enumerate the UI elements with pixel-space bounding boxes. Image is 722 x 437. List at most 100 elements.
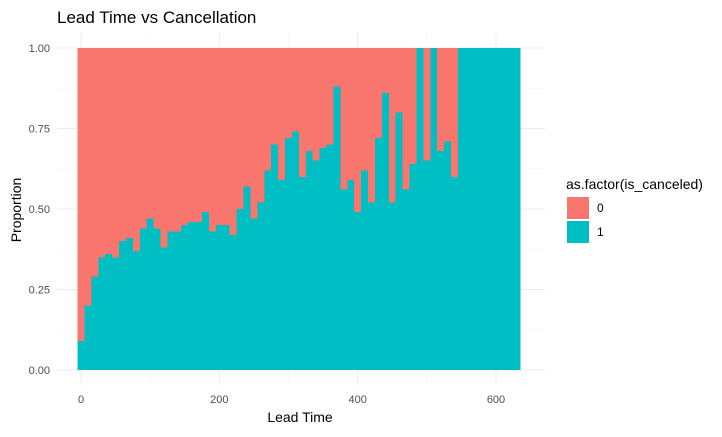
bar-canceled-0 — [437, 48, 445, 152]
bar-canceled-0 — [98, 48, 106, 258]
bar-canceled-0 — [326, 48, 334, 145]
bar-canceled-0 — [84, 48, 92, 306]
bar-canceled-0 — [319, 48, 327, 148]
bar-canceled-1 — [181, 225, 189, 370]
bar-canceled-0 — [374, 48, 383, 139]
bar-canceled-0 — [340, 48, 348, 190]
bar-canceled-1 — [285, 138, 293, 370]
bar-canceled-1 — [444, 141, 452, 370]
bar-canceled-1 — [167, 231, 175, 370]
bar-canceled-0 — [195, 48, 203, 222]
bar-canceled-1 — [278, 180, 286, 370]
legend-swatch — [567, 197, 589, 219]
bar-canceled-1 — [202, 212, 210, 370]
bar-canceled-1 — [312, 160, 321, 370]
bar-canceled-0 — [354, 48, 362, 213]
bar-canceled-1 — [271, 144, 279, 370]
bar-canceled-1 — [77, 341, 85, 370]
bar-canceled-0 — [368, 48, 376, 203]
bar-canceled-0 — [305, 48, 314, 152]
bar-canceled-1 — [333, 86, 341, 370]
bars — [77, 48, 521, 371]
bar-canceled-0 — [112, 48, 120, 258]
x-tick-label: 400 — [348, 394, 366, 406]
x-tick-label: 600 — [487, 394, 505, 406]
bar-canceled-1 — [430, 48, 438, 370]
bar-canceled-0 — [174, 48, 182, 232]
bar-canceled-1 — [374, 138, 383, 370]
bar-canceled-0 — [139, 48, 148, 229]
y-tick-label: 0.00 — [29, 365, 50, 377]
bar-canceled-0 — [229, 48, 238, 235]
bar-canceled-1 — [236, 209, 244, 370]
bar-canceled-0 — [125, 48, 134, 238]
bar-canceled-1 — [423, 160, 431, 370]
bar-canceled-0 — [257, 48, 265, 203]
bar-canceled-1 — [257, 202, 265, 370]
bar-canceled-1 — [298, 176, 307, 370]
bar-canceled-1 — [188, 221, 196, 370]
bar-canceled-1 — [132, 250, 141, 370]
bar-canceled-1 — [291, 131, 300, 370]
bar-canceled-0 — [451, 48, 459, 177]
bar-canceled-1 — [409, 163, 417, 370]
x-tick-label: 0 — [78, 394, 84, 406]
bar-canceled-1 — [451, 176, 459, 370]
legend-swatch — [567, 221, 589, 243]
bar-canceled-0 — [361, 48, 369, 171]
bar-canceled-0 — [347, 48, 355, 181]
bar-canceled-1 — [229, 234, 238, 370]
y-tick-label: 1.00 — [29, 43, 50, 55]
bar-canceled-0 — [222, 48, 231, 226]
bar-canceled-0 — [215, 48, 224, 226]
bar-canceled-1 — [437, 151, 445, 370]
bar-canceled-0 — [278, 48, 286, 181]
bar-canceled-0 — [381, 48, 390, 94]
bar-canceled-0 — [395, 48, 404, 113]
bar-canceled-1 — [215, 225, 224, 370]
bar-canceled-1 — [112, 257, 120, 370]
bar-canceled-1 — [478, 48, 487, 370]
bar-canceled-0 — [271, 48, 279, 145]
bar-canceled-0 — [181, 48, 189, 226]
bar-canceled-0 — [208, 48, 217, 232]
bar-canceled-0 — [167, 48, 175, 232]
bar-canceled-1 — [485, 48, 493, 370]
bar-canceled-1 — [222, 225, 231, 370]
bar-canceled-0 — [77, 48, 85, 342]
bar-canceled-0 — [298, 48, 307, 177]
bar-canceled-1 — [513, 48, 521, 370]
bar-canceled-1 — [388, 202, 397, 370]
bar-canceled-1 — [368, 202, 376, 370]
bar-canceled-0 — [264, 48, 272, 171]
bar-canceled-0 — [333, 48, 341, 87]
y-tick-label: 0.25 — [29, 285, 50, 297]
x-axis-title: Lead Time — [267, 409, 333, 425]
bar-canceled-1 — [208, 231, 217, 370]
bar-canceled-0 — [188, 48, 196, 222]
bar-canceled-1 — [105, 254, 113, 370]
bar-canceled-0 — [153, 48, 161, 229]
bar-canceled-1 — [84, 305, 92, 370]
bar-canceled-1 — [395, 112, 404, 371]
bar-canceled-1 — [506, 48, 514, 370]
bar-canceled-1 — [319, 147, 327, 370]
bar-canceled-0 — [160, 48, 168, 248]
bar-canceled-1 — [153, 228, 161, 370]
bar-canceled-0 — [423, 48, 431, 161]
legend-title: as.factor(is_canceled) — [566, 176, 703, 192]
legend-label: 0 — [597, 201, 604, 215]
bar-canceled-1 — [499, 48, 507, 370]
bar-canceled-1 — [119, 241, 127, 370]
x-tick-label: 200 — [210, 394, 228, 406]
bar-canceled-1 — [381, 93, 390, 370]
bar-canceled-1 — [416, 48, 424, 370]
bar-canceled-1 — [464, 48, 473, 370]
bar-canceled-1 — [457, 48, 466, 370]
bar-canceled-0 — [444, 48, 452, 142]
y-axis-title: Proportion — [8, 178, 24, 243]
bar-canceled-0 — [202, 48, 210, 213]
bar-canceled-1 — [340, 189, 348, 370]
